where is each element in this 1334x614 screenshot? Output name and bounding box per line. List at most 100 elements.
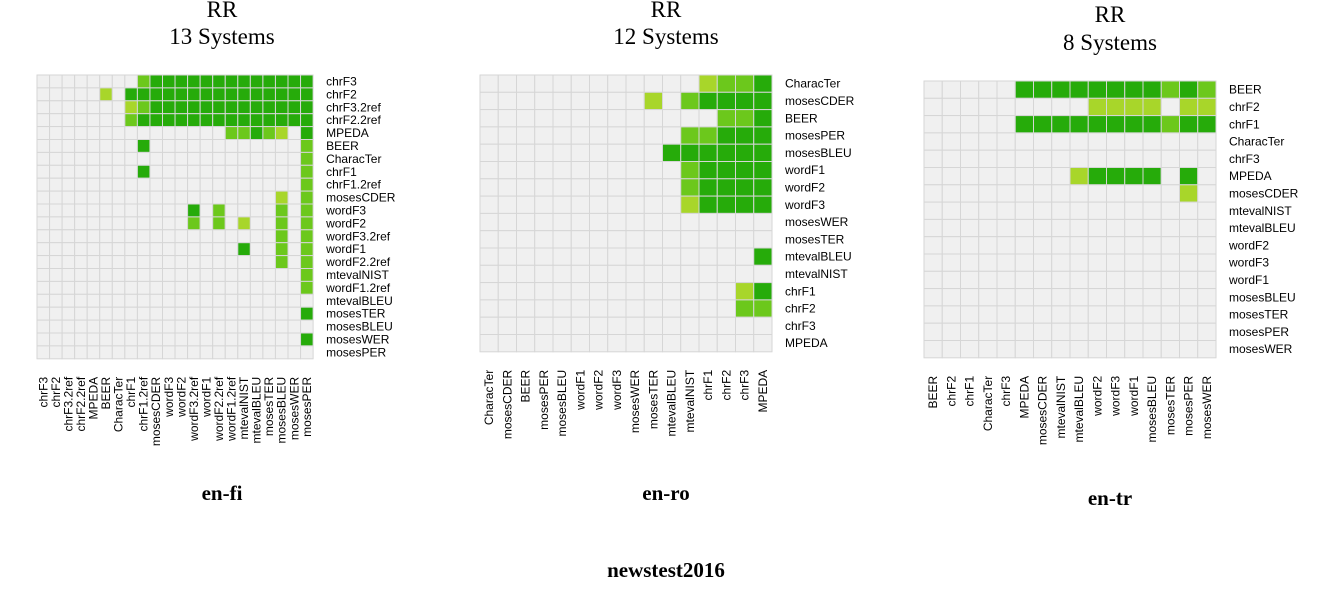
heatmap-cell [643, 91, 663, 111]
heatmap-cell [74, 87, 88, 102]
heatmap-cell [212, 177, 226, 192]
heatmap-cell [124, 319, 138, 334]
heatmap-cell [1124, 270, 1144, 290]
heatmap-cell [662, 74, 682, 93]
heatmap-cell [625, 126, 645, 145]
heatmap-cell [552, 316, 572, 336]
heatmap-cell [497, 299, 517, 318]
row-label: wordF2 [325, 216, 366, 230]
heatmap-cell [1106, 97, 1126, 117]
heatmap-cell [212, 126, 226, 140]
heatmap-cell [516, 212, 536, 232]
heatmap-cell [287, 242, 302, 257]
heatmap-cell [287, 268, 302, 282]
heatmap-cell [187, 216, 201, 231]
heatmap-cell [249, 126, 264, 140]
row-label: mosesBLEU [326, 320, 393, 334]
row-label: mtevalNIST [785, 267, 848, 281]
column-label: chrF1 [963, 375, 977, 406]
heatmap-cell [662, 143, 682, 162]
heatmap-cell [1051, 253, 1071, 272]
heatmap-cell [274, 139, 289, 153]
heatmap-cell [99, 242, 113, 257]
heatmap-cell [86, 319, 101, 334]
row-label: wordF1 [1228, 273, 1269, 287]
heatmap-cell [607, 230, 627, 249]
heatmap-cell [74, 113, 88, 128]
heatmap-cell [552, 334, 572, 353]
heatmap-cell [274, 255, 289, 270]
heatmap-cell [1051, 288, 1071, 307]
row-label: MPEDA [785, 336, 828, 350]
heatmap-cell [300, 229, 314, 244]
column-label: chrF3 [999, 375, 1013, 406]
heatmap-cell [162, 151, 176, 166]
heatmap-cell [111, 190, 126, 205]
heatmap-cell [1124, 167, 1144, 186]
heatmap-cell [61, 280, 76, 295]
heatmap-cell [174, 216, 189, 231]
heatmap-cell [36, 255, 51, 270]
heatmap-cell [662, 299, 682, 318]
heatmap-cell [1069, 288, 1089, 307]
heatmap-cell [1069, 167, 1089, 186]
heatmap-cell [36, 280, 51, 295]
heatmap-cell [36, 126, 51, 140]
row-label: mosesWER [326, 332, 390, 346]
heatmap-cell [237, 255, 251, 270]
heatmap-cell [996, 201, 1016, 220]
heatmap-cell [516, 316, 536, 336]
heatmap-cell [1014, 218, 1034, 238]
heatmap-cell [1069, 80, 1089, 99]
heatmap-cell [552, 126, 572, 145]
heatmap-cell [1197, 184, 1217, 203]
heatmap-cell [224, 306, 239, 321]
heatmap-cell [1051, 322, 1071, 342]
heatmap-cell [99, 177, 113, 192]
heatmap-cell [960, 322, 980, 342]
row-label: mosesWER [785, 215, 849, 229]
heatmap-cell [534, 91, 554, 111]
heatmap-cell [124, 126, 138, 140]
heatmap-cell [1033, 236, 1053, 255]
heatmap-cell [174, 74, 189, 89]
heatmap-cell [1160, 305, 1180, 324]
heatmap-cell [996, 132, 1016, 151]
column-label: chrF1 [124, 376, 138, 407]
heatmap-cell [552, 109, 572, 128]
heatmap-cell [162, 126, 176, 140]
row-label: chrF1.2ref [326, 178, 381, 192]
heatmap-cell [149, 216, 163, 231]
row-label: wordF2 [784, 180, 825, 194]
heatmap-cell [516, 247, 536, 266]
heatmap-cell [625, 299, 645, 318]
heatmap-cell [996, 288, 1016, 307]
heatmap-cell [1069, 218, 1089, 238]
heatmap-cell [607, 334, 627, 353]
column-label: MPEDA [756, 370, 770, 413]
heatmap-cell [1087, 288, 1107, 307]
heatmap-cell [149, 74, 163, 89]
heatmap-cell [978, 236, 998, 255]
heatmap-cell [249, 87, 264, 102]
row-label: wordF3 [784, 198, 825, 212]
heatmap-cell [978, 97, 998, 117]
heatmap-cell [1106, 340, 1126, 359]
heatmap-cell [124, 87, 138, 102]
column-label: wordF1.2ref [225, 376, 239, 442]
heatmap-cell [625, 161, 645, 180]
heatmap-cell [479, 282, 499, 301]
heatmap-cell [1179, 322, 1199, 342]
heatmap-cell [199, 242, 214, 257]
heatmap-cell [149, 306, 163, 321]
heatmap-cell [1033, 253, 1053, 272]
heatmap-cell [224, 345, 239, 360]
heatmap-cell [274, 177, 289, 192]
heatmap-cell [680, 247, 700, 266]
heatmap-cell [978, 167, 998, 186]
heatmap-cell [1160, 288, 1180, 307]
heatmap-cell [61, 293, 76, 308]
heatmap-cell [960, 218, 980, 238]
heatmap-cell [698, 334, 718, 353]
heatmap-cell [923, 97, 943, 117]
